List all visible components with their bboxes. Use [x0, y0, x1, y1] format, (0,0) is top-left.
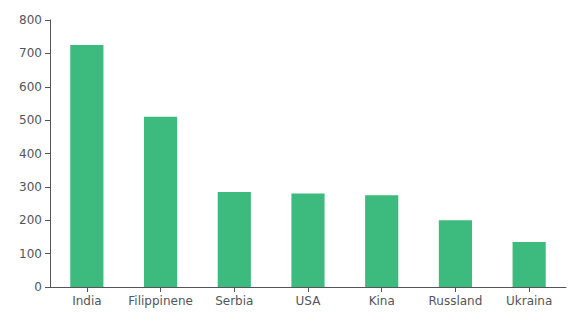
svg-text:Ukraina: Ukraina	[506, 294, 552, 308]
svg-text:800: 800	[19, 13, 42, 27]
svg-text:500: 500	[19, 113, 42, 127]
svg-text:400: 400	[19, 147, 42, 161]
svg-text:600: 600	[19, 80, 42, 94]
svg-text:Serbia: Serbia	[215, 294, 253, 308]
svg-text:India: India	[72, 294, 101, 308]
svg-text:100: 100	[19, 247, 42, 261]
svg-text:Kina: Kina	[369, 294, 395, 308]
svg-text:Russland: Russland	[429, 294, 483, 308]
svg-text:0: 0	[34, 280, 42, 294]
svg-text:USA: USA	[296, 294, 322, 308]
svg-text:200: 200	[19, 213, 42, 227]
svg-text:300: 300	[19, 180, 42, 194]
svg-text:700: 700	[19, 46, 42, 60]
svg-text:Filippinene: Filippinene	[128, 294, 193, 308]
